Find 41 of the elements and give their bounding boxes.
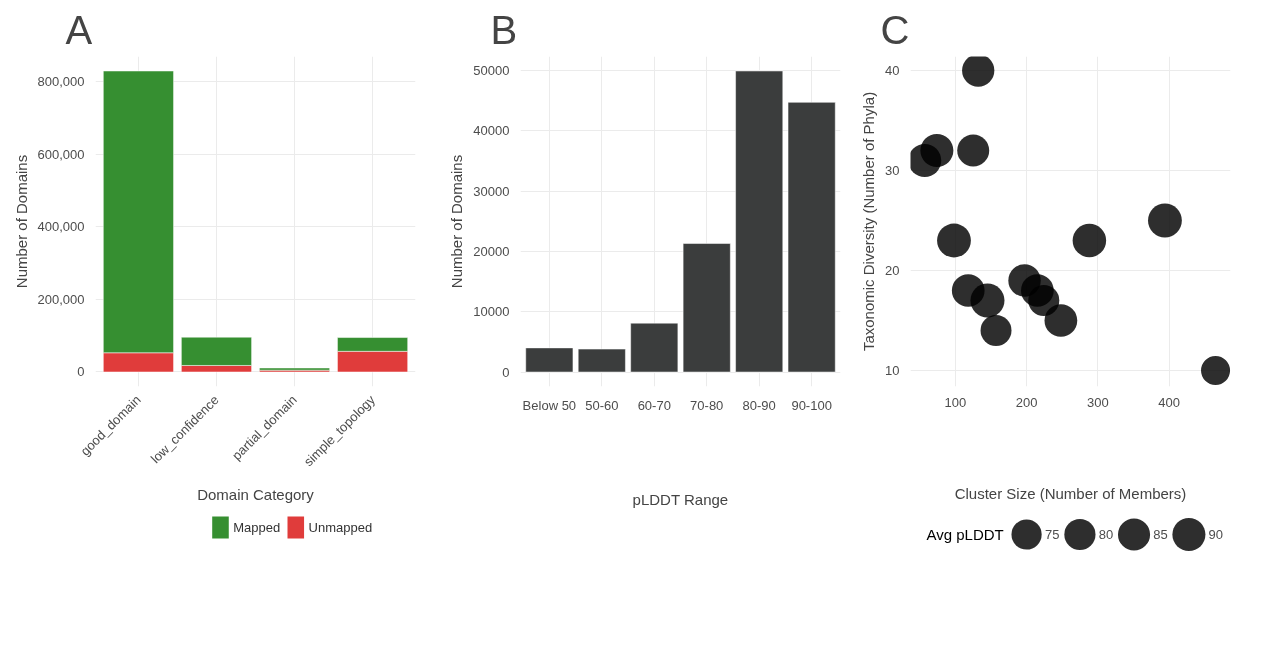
y-tick-label: 800,000 (37, 74, 85, 90)
y-tick-label: 30000 (473, 183, 510, 199)
y-axis-title: Taxonomic Diversity (Number of Phyla) (860, 91, 878, 352)
x-tick-label: 200 (1015, 394, 1038, 410)
x-axis-title: Cluster Size (Number of Members) (954, 484, 1187, 502)
y-tick-label: 30 (885, 163, 900, 178)
y-tick-label: 400,000 (37, 219, 85, 235)
x-axis-title: pLDDT Range (632, 490, 729, 508)
y-tick-label: 20000 (473, 243, 510, 259)
x-tick-label: 60-70 (637, 397, 671, 413)
y-tick-label: 50000 (473, 62, 510, 78)
x-axis-title: Domain Category (197, 485, 315, 503)
chart-title: C (880, 7, 910, 52)
y-tick-label: 0 (77, 364, 85, 380)
legend-title: Avg pLDDT (926, 526, 1004, 543)
x-tick-label: 50-60 (585, 397, 619, 413)
chart-title: B (490, 7, 518, 52)
y-tick-label: 40000 (473, 123, 510, 139)
x-tick-label: 400 (1158, 394, 1181, 410)
y-axis-title: Number of Domains (448, 154, 466, 289)
x-tick-label: 70-80 (690, 397, 724, 413)
legend-label: 80 (1098, 527, 1114, 542)
chart-title: A (65, 7, 93, 52)
legend-label: Unmapped (308, 520, 373, 535)
x-tick-label: Below 50 (522, 397, 577, 413)
y-tick-label: 0 (502, 364, 510, 380)
y-tick-label: 20 (885, 263, 900, 278)
x-tick-label: 80-90 (742, 397, 776, 413)
y-tick-label: 200,000 (37, 291, 85, 307)
legend-label: Mapped (233, 520, 281, 535)
y-tick-label: 10 (885, 363, 900, 378)
x-tick-label: 100 (944, 394, 967, 410)
legend-label: 85 (1153, 527, 1168, 542)
y-tick-label: 10000 (473, 304, 510, 320)
legend-label: 75 (1045, 527, 1060, 542)
legend-label: 90 (1208, 527, 1223, 542)
y-tick-label: 40 (885, 63, 900, 78)
x-tick-label: 90-100 (791, 397, 832, 413)
y-axis-title: Number of Domains (12, 154, 30, 289)
x-tick-label: 300 (1087, 394, 1109, 410)
y-tick-label: 600,000 (37, 146, 85, 162)
